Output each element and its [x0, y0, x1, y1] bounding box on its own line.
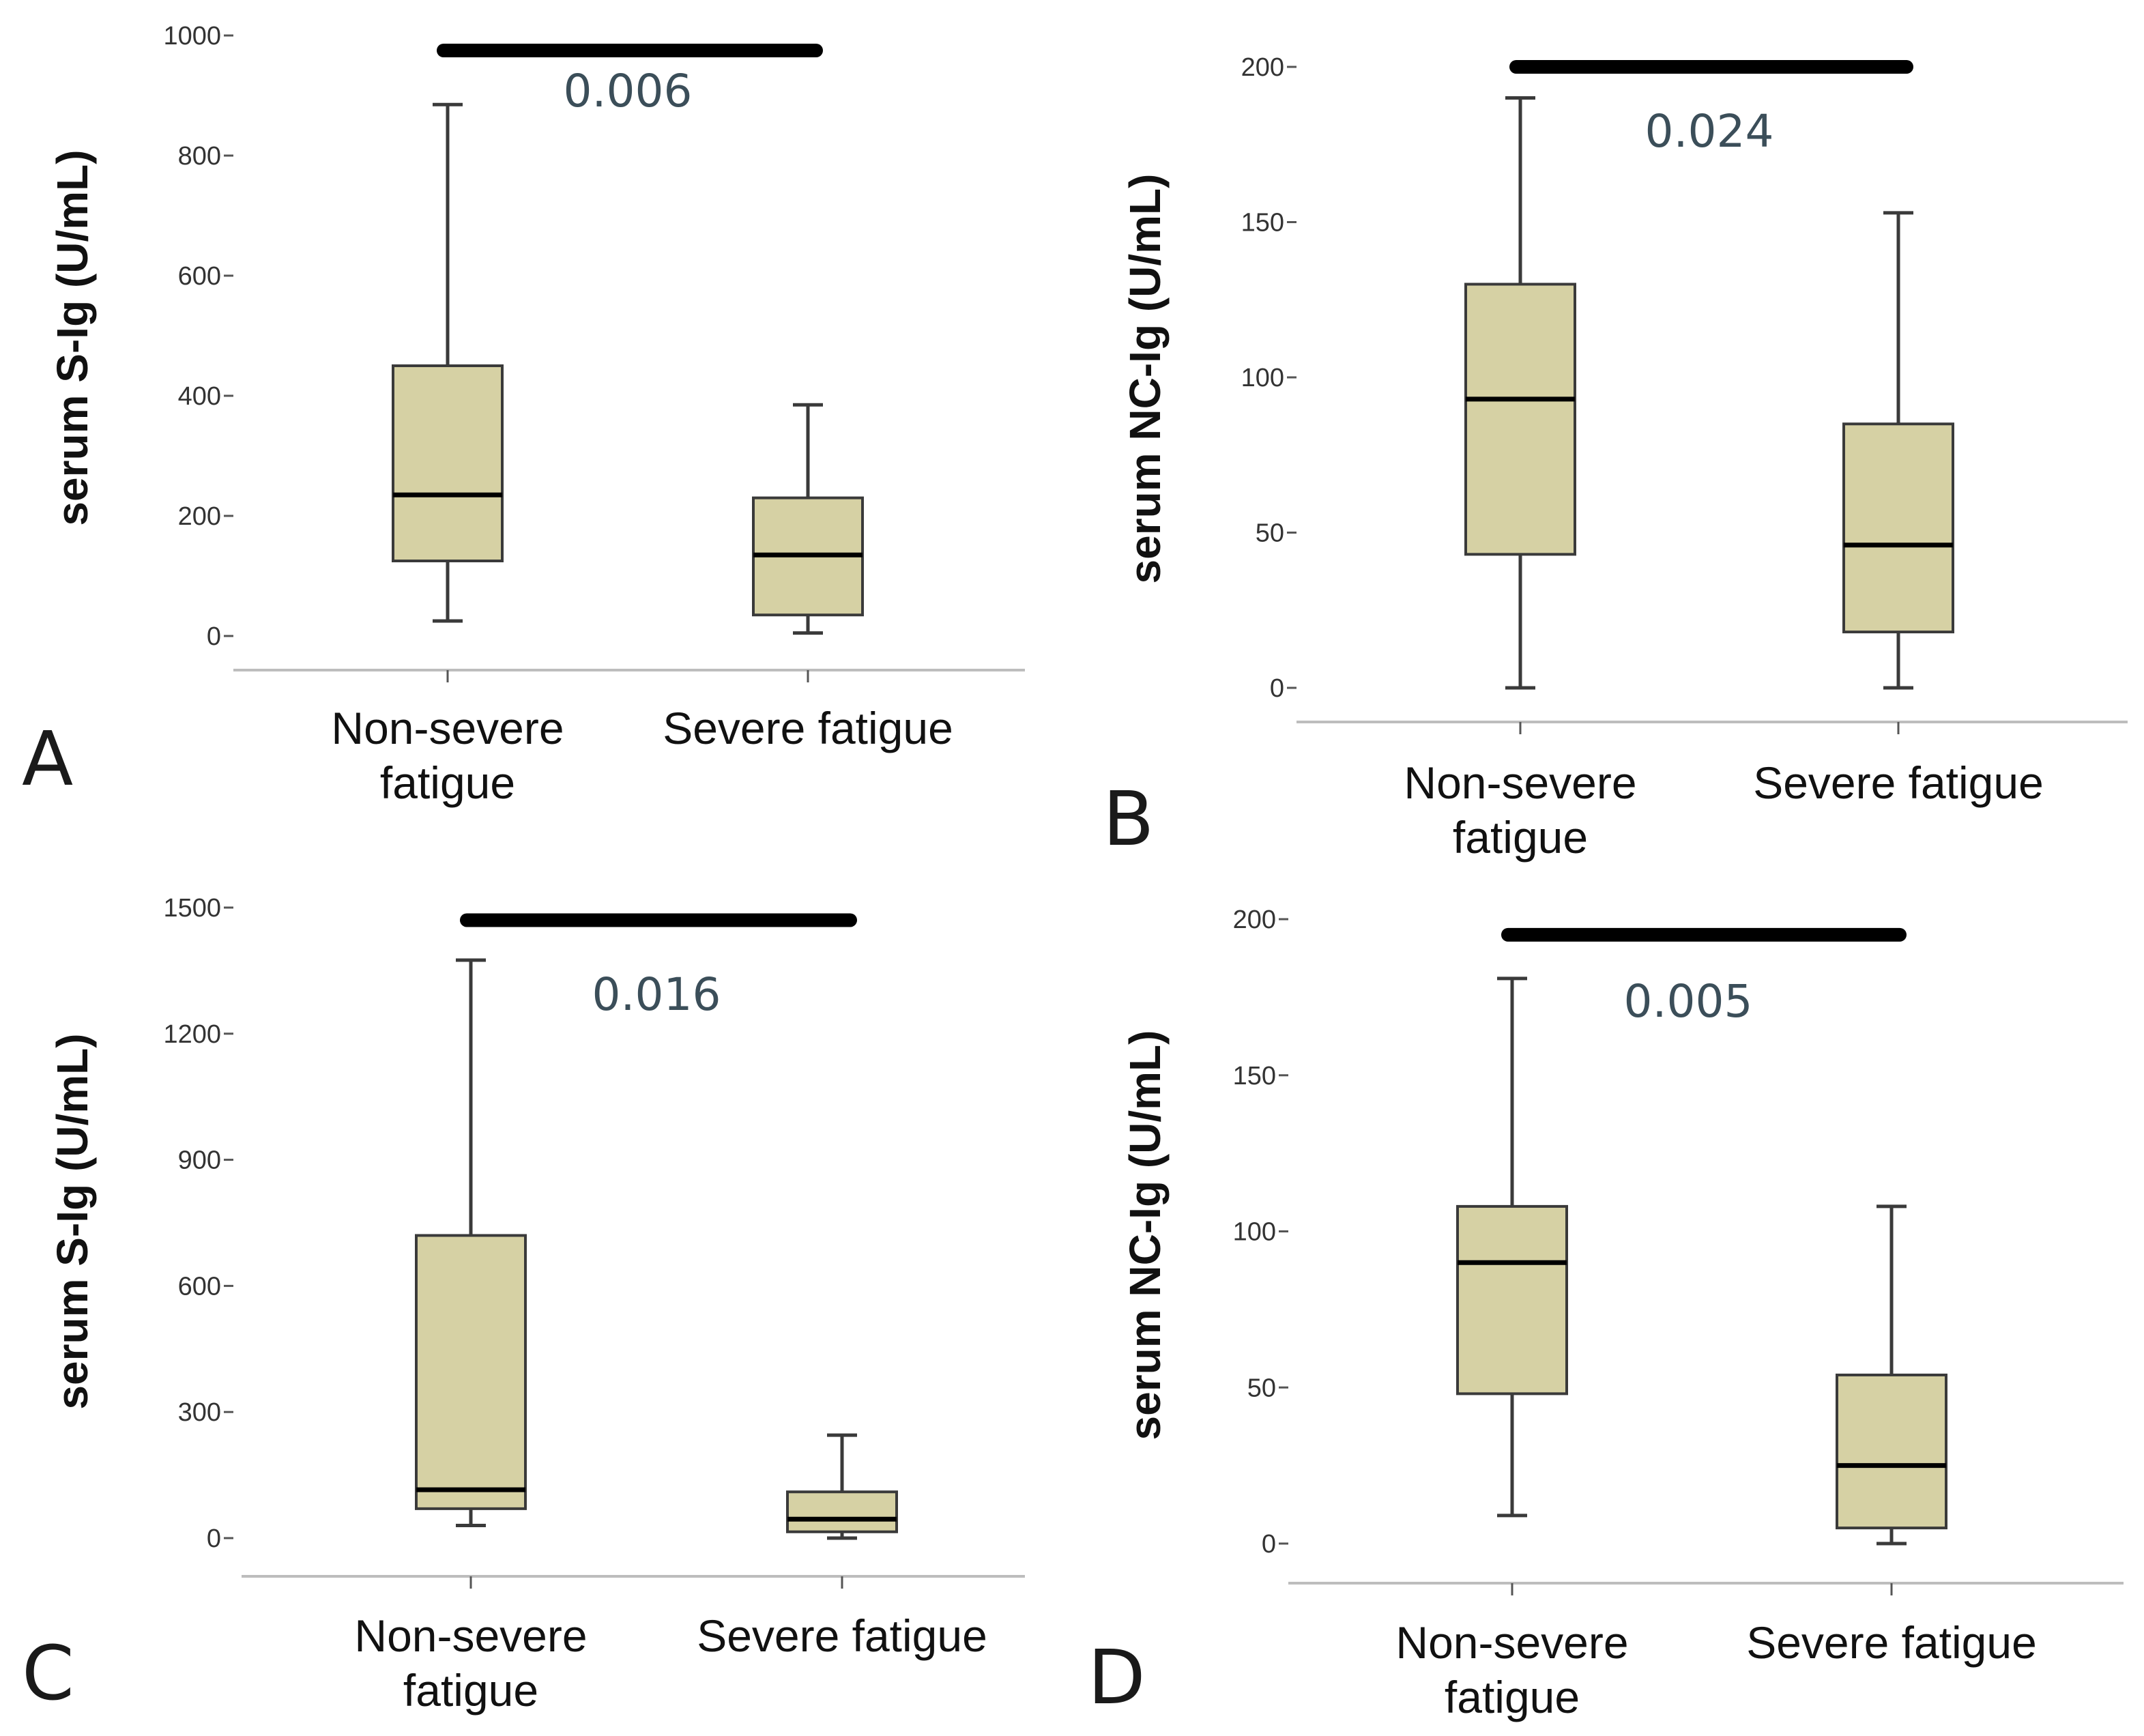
y-tick-label: 0	[207, 622, 221, 651]
iqr-box	[392, 364, 504, 562]
box-non-severe	[1464, 96, 1576, 734]
y-tick-label: 200	[1241, 53, 1284, 82]
p-value-label: 0.006	[564, 65, 693, 117]
y-tick-label: 200	[1233, 906, 1276, 934]
box-non-severe	[415, 958, 527, 1589]
x-category-label: fatigue	[380, 757, 515, 808]
p-value-label: 0.016	[592, 968, 721, 1021]
iqr-box	[786, 1490, 898, 1533]
y-tick-label: 50	[1256, 519, 1284, 548]
y-tick-label: 900	[178, 1146, 221, 1175]
y-tick-label: 300	[178, 1398, 221, 1427]
x-category-label: fatigue	[403, 1665, 538, 1716]
y-tick-label: 1500	[163, 894, 221, 923]
p-value-label: 0.024	[1645, 105, 1774, 158]
y-tick-label: 150	[1241, 209, 1284, 237]
y-tick-label: 150	[1233, 1062, 1276, 1090]
y-tick-label: 100	[1241, 364, 1284, 392]
box-severe	[752, 403, 864, 682]
box-non-severe	[392, 102, 504, 682]
y-tick-label: 800	[178, 142, 221, 171]
y-tick-label: 0	[1270, 674, 1284, 703]
x-category-label: fatigue	[1445, 1672, 1580, 1722]
y-tick-label: 1000	[163, 22, 221, 50]
y-tick-label: 0	[1262, 1530, 1276, 1559]
x-category-label: Severe fatigue	[697, 1610, 987, 1661]
x-category-label: Severe fatigue	[1753, 757, 2044, 808]
y-axis-label: serum S-Ig (U/mL)	[48, 1033, 97, 1409]
y-tick-label: 600	[178, 262, 221, 291]
y-tick-label: 100	[1233, 1218, 1276, 1247]
iqr-box	[1836, 1373, 1947, 1530]
x-category-label: fatigue	[1453, 812, 1588, 863]
y-tick-label: 200	[178, 502, 221, 531]
y-axis-label: serum NC-Ig (U/mL)	[1120, 1030, 1170, 1441]
x-category-label: Non-severe	[1404, 757, 1636, 808]
x-category-label: Non-severe	[331, 703, 564, 753]
iqr-box	[1842, 422, 1954, 634]
p-value-label: 0.005	[1624, 975, 1753, 1028]
panel-letter: D	[1088, 1634, 1146, 1721]
box-severe	[1836, 1204, 1947, 1595]
y-tick-label: 0	[207, 1524, 221, 1553]
y-tick-label: 400	[178, 382, 221, 411]
panel-letter: B	[1103, 775, 1154, 863]
panel-letter: C	[22, 1630, 74, 1717]
box-non-severe	[1456, 976, 1568, 1595]
x-category-label: Severe fatigue	[1746, 1617, 2037, 1668]
y-tick-label: 50	[1247, 1374, 1276, 1402]
iqr-box	[415, 1234, 527, 1510]
box-severe	[1842, 211, 1954, 734]
y-axis-label: serum S-Ig (U/mL)	[48, 149, 97, 525]
y-axis-label: serum NC-Ig (U/mL)	[1120, 174, 1170, 584]
x-category-label: Non-severe	[1395, 1617, 1628, 1668]
x-category-label: Severe fatigue	[663, 703, 953, 753]
y-tick-label: 1200	[163, 1020, 221, 1049]
iqr-box	[1464, 283, 1576, 556]
panel-letter: A	[22, 715, 73, 802]
y-tick-label: 600	[178, 1272, 221, 1301]
iqr-box	[1456, 1204, 1568, 1395]
box-severe	[786, 1433, 898, 1589]
x-category-label: Non-severe	[354, 1610, 587, 1661]
